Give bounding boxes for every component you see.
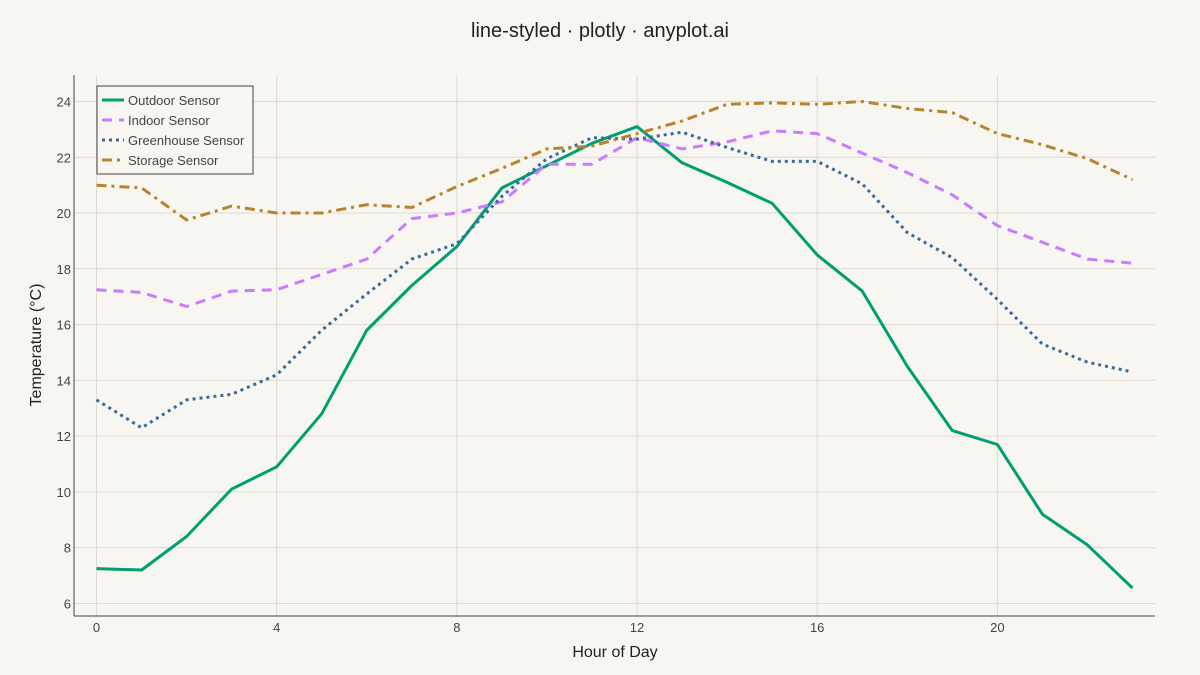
- y-tick-label: 20: [57, 206, 71, 221]
- legend-label: Greenhouse Sensor: [128, 133, 245, 148]
- legend-label: Indoor Sensor: [128, 113, 210, 128]
- series-line-outdoor-sensor: [96, 125, 1134, 590]
- y-tick-label: 8: [64, 541, 71, 556]
- x-tick-label: 12: [630, 620, 644, 635]
- x-tick-label: 8: [453, 620, 460, 635]
- series-layer: [95, 100, 1134, 590]
- y-tick-label: 6: [64, 596, 71, 611]
- legend: Outdoor Sensor Indoor Sensor Greenhouse Se…: [96, 85, 254, 175]
- series-line-greenhouse-sensor: [95, 130, 1133, 430]
- x-tick-label: 4: [273, 620, 280, 635]
- y-axis-title: Temperature (°C): [28, 284, 45, 407]
- x-tick-label: 20: [990, 620, 1004, 635]
- y-tick-label: 12: [57, 429, 71, 444]
- y-tick-label: 18: [57, 262, 71, 277]
- tick-labels: 0 4 8 12 16 20 6 8 10 12 14 16 18 20 22 24: [57, 94, 1005, 635]
- x-tick-label: 16: [810, 620, 824, 635]
- y-tick-label: 10: [57, 485, 71, 500]
- y-tick-label: 24: [57, 94, 71, 109]
- chart-title: line-styled · plotly · anyplot.ai: [471, 20, 729, 42]
- legend-label: Storage Sensor: [128, 153, 219, 168]
- y-tick-label: 14: [57, 373, 71, 388]
- axes: [73, 75, 1155, 617]
- x-axis-title: Hour of Day: [572, 644, 657, 661]
- y-tick-label: 16: [57, 318, 71, 333]
- legend-label: Outdoor Sensor: [128, 93, 220, 108]
- series-line-storage-sensor: [96, 100, 1134, 222]
- y-tick-label: 22: [57, 150, 71, 165]
- series-line-indoor-sensor: [96, 129, 1133, 308]
- x-tick-label: 0: [93, 620, 100, 635]
